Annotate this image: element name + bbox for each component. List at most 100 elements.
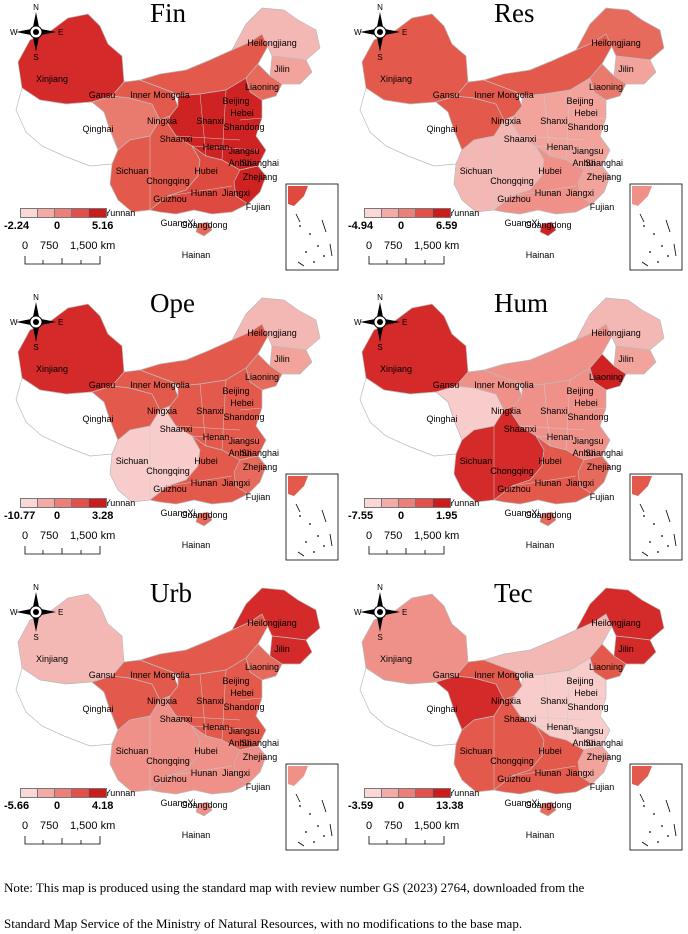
province-border xyxy=(583,697,607,701)
province-label: Guangdong xyxy=(180,510,227,520)
province-label: Xinjiang xyxy=(36,364,68,374)
province-label: Inner Mongolia xyxy=(130,90,190,100)
island-dot xyxy=(649,251,651,253)
province-label: Shandong xyxy=(567,702,608,712)
nine-dash-line xyxy=(295,503,333,557)
legend-max: 5.16 xyxy=(92,220,114,232)
province-label: Ningxia xyxy=(147,696,177,706)
province-label: Hebei xyxy=(574,398,598,408)
province-label: Inner Mongolia xyxy=(474,90,534,100)
compass-s: S xyxy=(377,53,382,60)
province-label: Yunnan xyxy=(449,498,480,508)
province-label: Gansu xyxy=(433,670,460,680)
province-label: Chongqing xyxy=(146,466,190,476)
nine-dash-line xyxy=(639,503,677,557)
province-label: Gansu xyxy=(89,90,116,100)
note-line-2: Standard Map Service of the Ministry of … xyxy=(4,916,523,931)
island-dot xyxy=(323,545,325,547)
province-label: Hainan xyxy=(182,250,211,260)
choropleth-map: Xinjiang Gansu Inner Mongolia Heilongjiang J… xyxy=(359,7,683,271)
province-label: Jilin xyxy=(274,644,290,654)
nine-dash-line xyxy=(639,793,677,847)
compass-n: N xyxy=(33,4,39,12)
province-label: Guangdong xyxy=(180,800,227,810)
island-dot xyxy=(667,835,669,837)
region-inner-mongolia xyxy=(482,323,613,387)
region-hainan xyxy=(539,801,557,817)
scale-0: 0 xyxy=(22,240,29,252)
legend-max: 6.59 xyxy=(436,220,458,232)
island-dot xyxy=(313,551,315,553)
scale-1500: 1,500 km xyxy=(414,820,460,832)
province-label: Shanghai xyxy=(241,448,279,458)
province-label: Shanxi xyxy=(540,406,568,416)
province-label: Shaanxi xyxy=(160,714,193,724)
province-label: Jiangsu xyxy=(572,436,603,446)
province-label: Sichuan xyxy=(116,166,149,176)
island-dot xyxy=(317,825,319,827)
compass-s: S xyxy=(377,633,382,640)
province-border xyxy=(511,185,577,197)
province-label: Fujian xyxy=(590,202,615,212)
province-label: Shanghai xyxy=(241,158,279,168)
island-dot xyxy=(667,255,669,257)
region-fujian xyxy=(233,455,267,495)
legend-min: -4.94 xyxy=(348,220,374,232)
scale-bar: 0 750 1,500 km xyxy=(22,820,142,850)
north-arrow-icon: N S W E xyxy=(352,293,408,352)
province-label: Shandong xyxy=(223,412,264,422)
province-label: Xinjiang xyxy=(380,74,412,84)
province-label: Heilongjiang xyxy=(247,618,297,628)
province-label: Xinjiang xyxy=(36,654,68,664)
province-label: Shaanxi xyxy=(160,134,193,144)
region-fujian xyxy=(233,745,267,785)
inset-land xyxy=(632,766,652,786)
province-label: Shandong xyxy=(223,702,264,712)
island-dot xyxy=(643,515,645,517)
scale-0: 0 xyxy=(366,530,373,542)
compass-e: E xyxy=(58,28,63,37)
province-label: GuangXi xyxy=(504,508,539,518)
island-dot xyxy=(305,251,307,253)
region-inner-mongolia xyxy=(138,33,269,97)
panel-title: Hum xyxy=(494,288,548,318)
map-panel-urb: Xinjiang Gansu Inner Mongolia Heilongjiang J… xyxy=(0,578,344,870)
legend-swatch xyxy=(88,788,107,798)
province-label: Jilin xyxy=(618,354,634,364)
choropleth-map: Xinjiang Gansu Inner Mongolia Heilongjiang J… xyxy=(359,297,683,561)
province-label: Hainan xyxy=(526,830,555,840)
panel-title: Fin xyxy=(150,0,187,28)
panel-title: Ope xyxy=(150,288,195,318)
province-label: Ningxia xyxy=(491,116,521,126)
compass-w: W xyxy=(10,608,18,617)
province-label: Hubei xyxy=(194,746,218,756)
province-border xyxy=(519,135,585,141)
compass-n: N xyxy=(377,4,383,12)
province-label: Hunan xyxy=(535,768,562,778)
compass-e: E xyxy=(58,608,63,617)
region-heilongjiang xyxy=(575,7,665,61)
province-label: Liaoning xyxy=(589,372,623,382)
province-label: Yunnan xyxy=(105,498,136,508)
province-label: Sichuan xyxy=(116,456,149,466)
province-label: Shandong xyxy=(567,122,608,132)
scale-1500: 1,500 km xyxy=(414,530,460,542)
province-label: Sichuan xyxy=(116,746,149,756)
scale-1500: 1,500 km xyxy=(70,820,116,832)
scale-bar: 0 750 1,500 km xyxy=(366,530,486,560)
choropleth-map: Xinjiang Gansu Inner Mongolia Heilongjiang J… xyxy=(15,297,339,561)
region-fujian xyxy=(577,165,611,205)
province-border xyxy=(167,765,233,777)
region-heilongjiang xyxy=(575,587,665,641)
map-panel-fin: Xinjiang Gansu Inner Mongolia Heilongjiang J… xyxy=(0,0,344,290)
panel-title: Tec xyxy=(494,578,533,608)
province-label: Ningxia xyxy=(491,406,521,416)
province-label: Shanghai xyxy=(585,738,623,748)
scale-bar: 0 750 1,500 km xyxy=(22,530,142,560)
province-label: Hainan xyxy=(526,250,555,260)
scale-750: 750 xyxy=(40,240,59,252)
region-hainan xyxy=(195,511,213,527)
province-border xyxy=(167,475,233,487)
province-border xyxy=(221,89,227,161)
scale-1500: 1,500 km xyxy=(70,530,116,542)
